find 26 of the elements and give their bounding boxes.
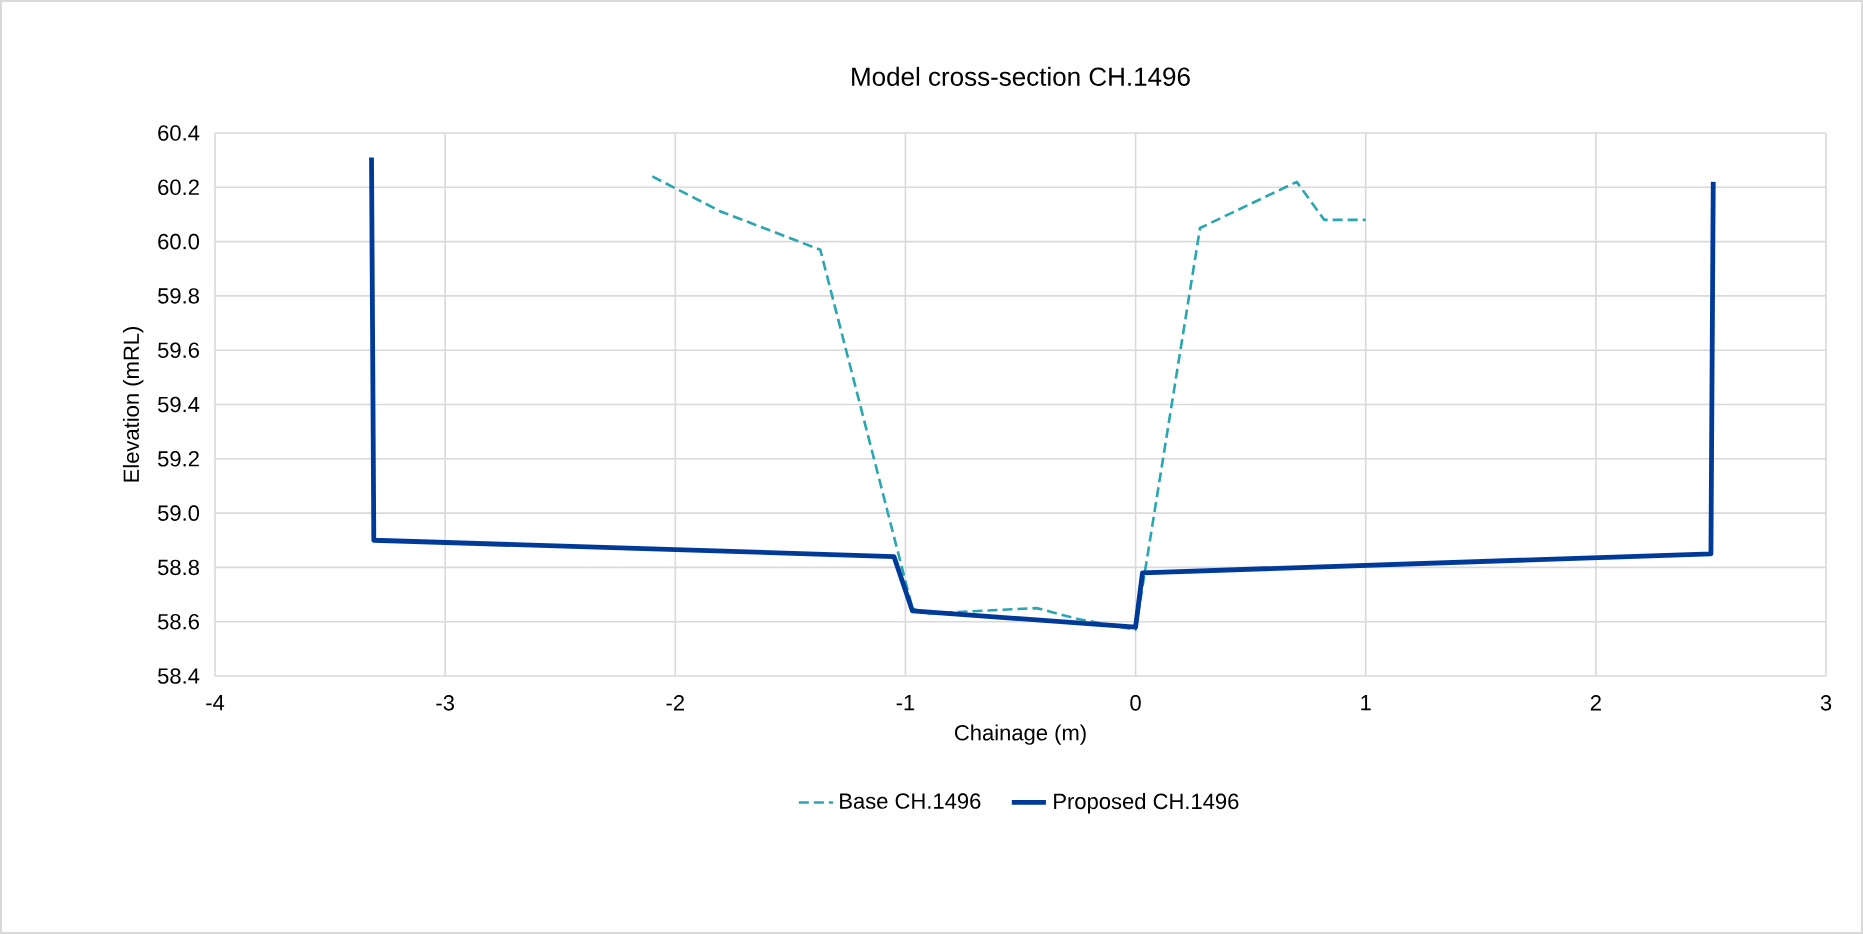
y-tick-label: 59.8 (158, 288, 199, 304)
y-axis-title: Elevation (mRL) (122, 327, 144, 482)
y-tick-label: 59.2 (158, 451, 199, 467)
y-tick-label: 60.4 (158, 125, 200, 141)
legend-label: Base CH.1496 (840, 793, 981, 809)
x-tick-label: -4 (206, 695, 225, 711)
legend-label: Proposed CH.1496 (1054, 793, 1239, 814)
x-tick-label: -1 (896, 695, 915, 711)
y-tick-label: 58.8 (158, 559, 199, 576)
y-tick-label: 58.6 (158, 613, 199, 630)
y-tick-label: 59.4 (158, 396, 200, 413)
x-tick-label: -2 (666, 695, 684, 711)
x-axis-title: Chainage (m) (955, 724, 1086, 745)
x-tick-label: 0 (1130, 695, 1141, 711)
line-series (369, 155, 1716, 630)
y-tick-label: 60.2 (158, 179, 199, 196)
y-tick-label: 60.0 (158, 233, 200, 250)
line-series (650, 175, 1368, 632)
y-tick-label: 59.6 (158, 342, 199, 358)
y-tick-label: 58.4 (158, 668, 200, 684)
x-tick-label: 3 (1820, 695, 1832, 711)
chart-title: Model cross-section CH.1496 (852, 66, 1190, 86)
x-tick-label: -3 (436, 695, 454, 711)
y-tick-label: 59.0 (158, 505, 200, 521)
x-tick-label: 2 (1590, 695, 1601, 711)
x-tick-label: 1 (1361, 695, 1371, 711)
